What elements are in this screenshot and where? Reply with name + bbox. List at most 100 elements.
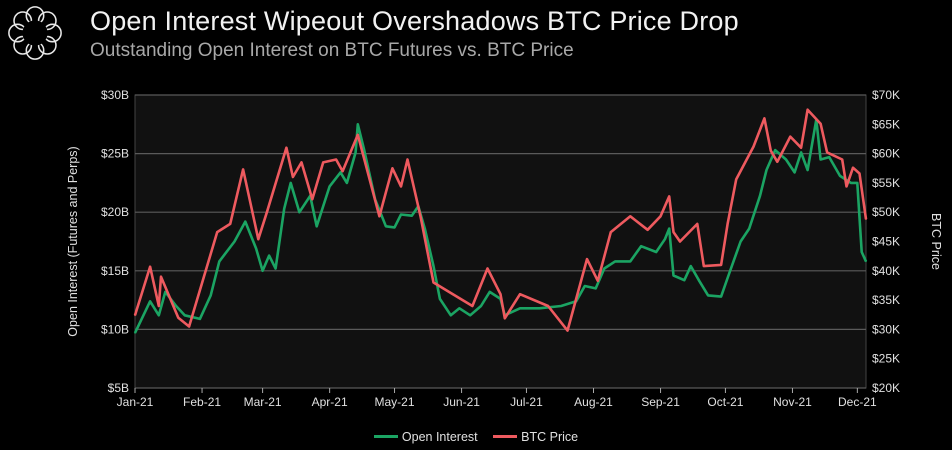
data-point	[594, 287, 597, 290]
data-point	[614, 260, 616, 263]
data-point	[748, 227, 751, 230]
data-point	[149, 265, 151, 268]
data-point	[164, 291, 167, 293]
data-point	[819, 158, 822, 161]
data-point	[292, 176, 294, 178]
data-point	[439, 298, 441, 300]
data-point	[679, 240, 681, 243]
data-point	[242, 168, 244, 171]
data-point	[261, 270, 264, 272]
y2-tick-label: $45K	[872, 235, 900, 249]
data-point	[488, 291, 491, 293]
data-point	[233, 240, 236, 243]
data-point	[216, 231, 218, 233]
data-point	[793, 171, 796, 174]
data-point	[480, 305, 482, 307]
data-point	[363, 149, 366, 151]
data-point	[255, 247, 257, 250]
data-point	[432, 281, 435, 284]
legend-item-btc-price[interactable]: BTC Price	[493, 430, 578, 444]
data-point	[157, 314, 160, 317]
data-point	[672, 231, 675, 233]
legend: Open Interest BTC Price	[0, 427, 952, 444]
data-point	[702, 265, 705, 267]
data-point	[860, 251, 863, 253]
data-point	[728, 271, 731, 273]
data-point	[519, 293, 521, 296]
y2-tick-label: $25K	[872, 352, 900, 366]
data-point	[199, 318, 201, 320]
data-point	[696, 223, 699, 225]
data-point	[726, 223, 729, 225]
data-point	[274, 267, 277, 270]
data-point	[720, 295, 722, 298]
data-point	[629, 215, 632, 218]
data-point	[806, 169, 809, 171]
x-tick-label: Jun-21	[443, 395, 480, 409]
data-point	[819, 122, 822, 125]
data-point	[683, 279, 686, 281]
y2-tick-label: $60K	[872, 147, 900, 161]
data-point	[400, 185, 402, 188]
data-point	[609, 231, 612, 233]
data-point	[298, 211, 301, 213]
data-point	[640, 245, 642, 247]
data-point	[774, 149, 776, 151]
data-point	[538, 307, 541, 310]
data-point	[852, 166, 854, 169]
data-point	[257, 238, 260, 240]
data-point	[668, 227, 670, 230]
data-point	[432, 265, 435, 267]
data-point	[218, 260, 221, 263]
legend-swatch-btc-price	[493, 435, 518, 438]
data-point	[707, 294, 709, 297]
x-tick-label: Oct-21	[707, 395, 743, 409]
x-tick-label: Nov-21	[773, 395, 812, 409]
data-point	[785, 158, 787, 161]
data-point	[469, 314, 472, 317]
x-tick-label: Mar-21	[244, 395, 282, 409]
data-point	[858, 172, 861, 175]
data-point	[400, 213, 402, 216]
data-point	[839, 175, 841, 177]
data-point	[134, 332, 136, 334]
data-point	[452, 293, 454, 296]
data-point	[800, 151, 802, 154]
brand-logo	[8, 6, 62, 60]
data-point	[668, 195, 670, 198]
data-point	[188, 325, 190, 328]
x-tick-label: Jul-21	[510, 395, 543, 409]
data-point	[586, 258, 588, 260]
data-point	[209, 294, 212, 297]
data-point	[328, 185, 331, 188]
data-point	[449, 314, 452, 317]
data-point	[175, 305, 177, 307]
y-tick-label: $15B	[101, 264, 129, 278]
data-point	[391, 167, 394, 170]
data-point	[800, 146, 802, 149]
data-point	[160, 275, 162, 278]
data-point	[268, 254, 270, 257]
y-axis-label: Open Interest (Futures and Perps)	[66, 146, 80, 336]
data-point	[850, 182, 852, 184]
legend-item-open-interest[interactable]: Open Interest	[373, 430, 478, 444]
x-tick-label: Jan-21	[117, 395, 154, 409]
data-point	[841, 158, 844, 161]
data-point	[335, 158, 337, 161]
y2-axis-label: BTC Price	[929, 213, 943, 270]
y2-tick-label: $30K	[872, 322, 900, 336]
legend-swatch-open-interest	[373, 435, 398, 438]
y2-tick-label: $65K	[872, 117, 900, 131]
y2-tick-label: $40K	[872, 264, 900, 278]
data-point	[285, 146, 288, 149]
data-point	[776, 161, 779, 163]
data-point	[519, 307, 521, 310]
data-point	[393, 226, 396, 229]
x-tick-label: Sep-21	[641, 395, 680, 409]
y-tick-label: $25B	[101, 147, 129, 161]
data-point	[759, 194, 761, 197]
data-point	[698, 280, 701, 283]
data-point	[341, 170, 344, 172]
data-point	[664, 238, 666, 240]
data-point	[315, 225, 318, 228]
